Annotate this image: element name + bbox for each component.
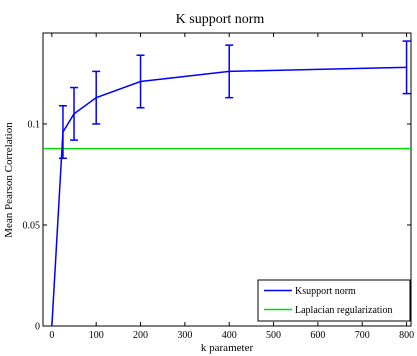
- legend-label-laplacian: Laplacian regularization: [295, 305, 392, 316]
- y-tick-label: 0.05: [23, 220, 41, 231]
- error-bar: [225, 44, 234, 99]
- x-tick-label: 800: [399, 330, 414, 341]
- x-tick-label: 500: [266, 330, 281, 341]
- x-axis-label: k parameter: [201, 342, 254, 354]
- error-bar: [70, 86, 79, 141]
- axis-ticks: 0 100 200 300 400 500 600 700 800 0 0.05 0.1: [23, 33, 414, 341]
- error-bar: [136, 54, 145, 109]
- x-tick-label: 700: [355, 330, 370, 341]
- chart-title: K support norm: [176, 12, 265, 27]
- plot-area-frame: [42, 32, 412, 327]
- error-bar: [58, 104, 67, 160]
- series-layer: [43, 40, 411, 327]
- x-tick-label: 0: [49, 330, 54, 341]
- y-tick-label: 0: [35, 322, 40, 333]
- legend-box: [257, 279, 411, 322]
- error-bar: [402, 40, 411, 95]
- y-tick-label: 0.1: [28, 119, 41, 130]
- legend: Ksupport norm Laplacian regularization: [257, 279, 411, 322]
- x-tick-label: 600: [310, 330, 325, 341]
- legend-label-ksupport: Ksupport norm: [295, 286, 356, 297]
- x-tick-label: 300: [177, 330, 192, 341]
- x-tick-label: 100: [89, 330, 104, 341]
- x-tick-label: 200: [133, 330, 148, 341]
- y-axis-label: Mean Pearson Correlation: [3, 122, 15, 238]
- x-tick-label: 400: [222, 330, 237, 341]
- error-bar: [92, 70, 101, 125]
